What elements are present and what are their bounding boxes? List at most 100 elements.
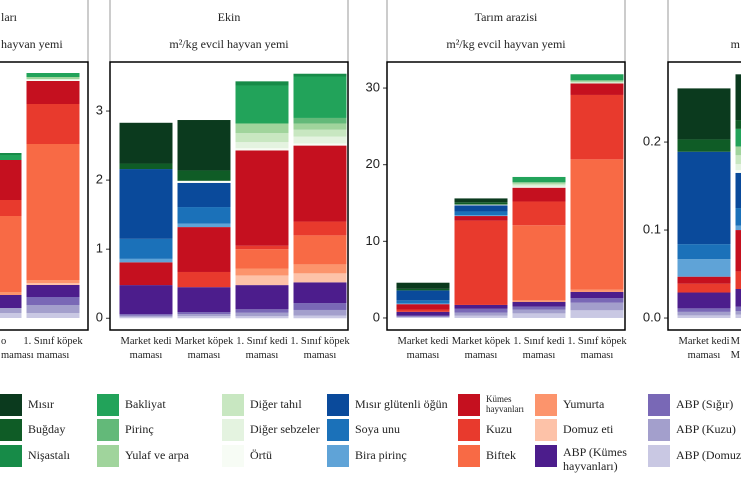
bar-segment: [26, 79, 80, 80]
bar-segment: [454, 315, 508, 318]
bar-segment: [570, 83, 624, 95]
bar-segment: [26, 297, 80, 305]
legend-label: Bira pirinç: [355, 448, 407, 462]
bar-segment: [0, 313, 22, 318]
bar-segment: [0, 292, 22, 295]
bar-segment: [396, 309, 450, 312]
bar-segment: [0, 160, 22, 200]
legend-swatch: [458, 394, 480, 416]
bar-segment: [26, 77, 80, 79]
bar-segment: [177, 120, 231, 171]
x-tick-label: 1. Sınıf kedi maması: [236, 336, 288, 361]
bar-segment: [570, 310, 624, 318]
bar-segment: [677, 292, 731, 309]
legend-swatch: [222, 419, 244, 441]
bar-segment: [396, 290, 450, 301]
bar-segment: [26, 104, 80, 144]
bar-segment: [235, 249, 289, 269]
y-tick-label: 0.1: [643, 221, 661, 236]
bar-segment: [735, 208, 741, 226]
x-tick-label: Market köpek maması: [175, 336, 234, 361]
bar-segment: [396, 303, 450, 305]
x-tick-label: 1. Sınıf köpek maması: [23, 336, 83, 361]
bar-segment: [293, 129, 347, 137]
legend-swatch: [458, 419, 480, 441]
bar-segment: [735, 306, 741, 311]
bar-segment: [235, 268, 289, 276]
bar-segment: [512, 306, 566, 310]
bar-segment: [512, 225, 566, 301]
bar-segment: [570, 74, 624, 81]
bar-segment: [454, 205, 508, 212]
bar-segment: [119, 163, 173, 170]
bar-segment: [396, 304, 450, 310]
bar-segment: [512, 183, 566, 186]
bar-segment: [0, 295, 22, 308]
x-tick-label: 1. Sınıf köpek maması: [290, 336, 350, 361]
bar-segment: [735, 288, 741, 307]
bar-segment: [512, 301, 566, 307]
bar-segment: [396, 300, 450, 304]
bar-segment: [0, 153, 22, 155]
legend-label: Kümes hayvanları: [486, 394, 524, 414]
bar-segment: [677, 311, 731, 316]
y-tick-label: 1: [96, 241, 103, 256]
legend-label: Yulaf ve arpa: [125, 448, 190, 462]
bar-segment: [735, 146, 741, 156]
bar-segment: [235, 285, 289, 310]
bar-segment: [396, 315, 450, 317]
bar-segment: [570, 81, 624, 83]
bar-segment: [119, 262, 173, 286]
bar-segment: [677, 315, 731, 319]
bar-segment: [293, 273, 347, 283]
legend-swatch: [97, 394, 119, 416]
legend-label: Diğer sebzeler: [250, 422, 320, 436]
bar-segment: [0, 308, 22, 313]
bar-segment: [235, 245, 289, 250]
bar-segment: [177, 312, 231, 315]
bar-segment: [735, 170, 741, 173]
bar-segment: [119, 122, 173, 164]
y-tick-label: 20: [366, 156, 380, 171]
y-tick-label: 0.0: [643, 309, 661, 324]
y-tick-label: 3: [96, 102, 103, 117]
legend-label: Örtü: [250, 448, 272, 462]
bar-segment: [26, 280, 80, 283]
bar-segment: [26, 313, 80, 318]
bar-segment: [177, 287, 231, 313]
bar-segment: [512, 182, 566, 184]
legend-swatch: [535, 419, 557, 441]
strip-header: [386, 0, 626, 63]
bar-segment: [293, 123, 347, 130]
bar-segment: [0, 200, 22, 216]
bar-segment: [235, 148, 289, 151]
bar-segment: [177, 207, 231, 224]
y-tick-label: 0.2: [643, 134, 661, 149]
legend-swatch: [458, 445, 480, 467]
bar-segment: [570, 80, 624, 82]
bar-segment: [735, 225, 741, 231]
bar-segment: [235, 142, 289, 149]
bar-segment: [396, 288, 450, 291]
bar-segment: [570, 159, 624, 290]
bar-segment: [119, 169, 173, 239]
legend-label: Nişastalı: [28, 448, 71, 462]
bar-segment: [570, 94, 624, 160]
legend-swatch: [535, 394, 557, 416]
bar-segment: [454, 198, 508, 203]
plot-frame: [667, 61, 741, 331]
legend-label: Yumurta: [563, 397, 605, 411]
legend-swatch: [648, 394, 670, 416]
bar-segment: [512, 309, 566, 314]
bar-segment: [512, 186, 566, 188]
legend-swatch: [0, 394, 22, 416]
bar-segment: [570, 302, 624, 311]
legend-swatch: [648, 445, 670, 467]
panel-subtitle: m: [731, 37, 741, 51]
panel-title: Ekin: [218, 10, 241, 24]
bar-segment: [293, 143, 347, 146]
bar-segment: [454, 308, 508, 313]
bar-segment: [235, 150, 289, 246]
legend-label: ABP (Kuzu): [676, 422, 736, 436]
plot-frame: [109, 61, 349, 331]
